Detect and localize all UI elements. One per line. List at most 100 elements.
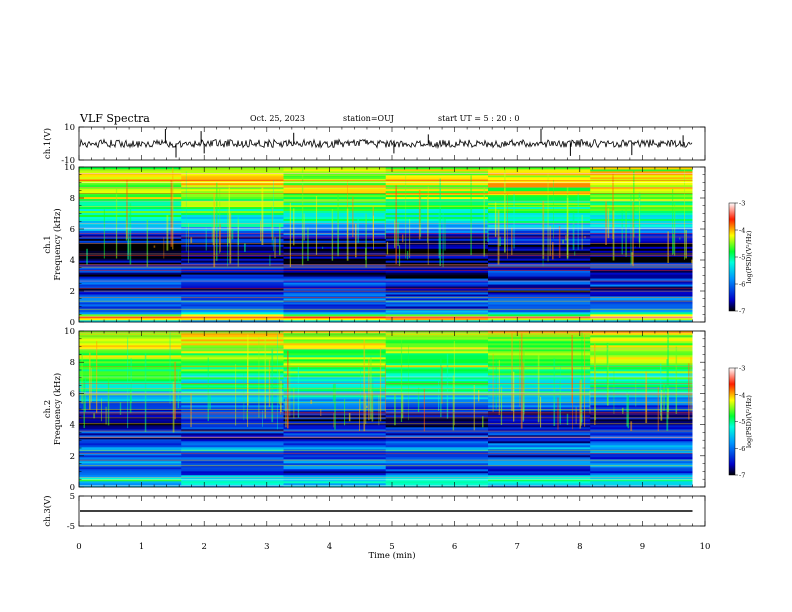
narrowband-line — [79, 180, 693, 181]
spectrogram-cell — [385, 425, 489, 428]
spectrogram-cell — [488, 471, 591, 474]
spectrogram-cell — [385, 320, 489, 323]
spectrogram-cell — [181, 200, 284, 204]
spectrogram-cell — [181, 180, 284, 184]
spectrogram-cell — [590, 292, 693, 295]
narrowband-line — [79, 175, 693, 177]
spectrogram-cell — [488, 210, 591, 214]
narrowband-line — [79, 437, 693, 438]
spectrogram-cell — [283, 248, 387, 251]
narrowband-line — [79, 332, 693, 333]
spectrogram-cell — [590, 351, 693, 354]
emission-streak — [227, 237, 229, 267]
spectrogram-cell — [283, 214, 387, 217]
spectrogram-cell — [590, 188, 693, 192]
spectrogram-cell — [283, 363, 387, 366]
spectrogram-cell — [488, 186, 591, 190]
narrowband-line — [79, 417, 693, 419]
spectrogram-cell — [283, 463, 387, 466]
spectrogram-cell — [79, 343, 182, 346]
emission-streak — [559, 381, 561, 423]
spectrogram-cell — [283, 276, 387, 279]
spectrogram-cell — [488, 230, 591, 233]
spectrogram-cell — [385, 190, 489, 194]
spectrogram-cell — [181, 467, 284, 470]
spectrogram-cell — [283, 192, 387, 196]
spectrogram-cell — [488, 272, 591, 275]
spectrogram-cell — [488, 192, 591, 196]
emission-streak — [229, 213, 232, 264]
emission-streak — [395, 185, 397, 264]
spectrogram-cell — [590, 274, 693, 277]
spectrogram-cell — [385, 397, 489, 400]
emission-streak — [83, 381, 85, 429]
spectrogram-cell — [283, 461, 387, 464]
spectrogram-cell — [79, 282, 182, 285]
spectrogram-cell — [283, 471, 387, 474]
spectrogram-cell — [79, 453, 182, 456]
spectrogram-cell — [590, 365, 693, 368]
spectrogram-cell — [385, 367, 489, 370]
spectrogram-cell — [283, 268, 387, 271]
emission-streak — [244, 243, 246, 252]
spectrogram-cell — [79, 294, 182, 297]
spectrogram-cell — [385, 395, 489, 398]
emission-streak — [93, 413, 95, 419]
emission-streak — [558, 226, 561, 258]
spectrogram-cell — [181, 216, 284, 219]
narrowband-line — [79, 243, 693, 244]
spectrogram-cell — [283, 337, 387, 340]
spectrogram-cell — [590, 250, 693, 253]
spectrogram-cell — [590, 298, 693, 301]
spectrogram-cell — [283, 180, 387, 184]
spectrogram-cell — [488, 202, 591, 206]
emission-streak — [261, 187, 264, 245]
spectrogram-cell — [488, 345, 591, 348]
spectrogram-cell — [385, 284, 489, 287]
emission-streak — [507, 193, 508, 259]
spectrogram-cell — [283, 262, 387, 265]
spectrogram-cell — [79, 485, 182, 488]
spectrogram-cell — [283, 230, 387, 233]
spectrogram-cell — [488, 461, 591, 464]
spectrogram-cell — [79, 363, 182, 366]
spectrogram-cell — [181, 172, 284, 176]
spectrogram-cell — [181, 415, 284, 418]
spectrogram-cell — [79, 353, 182, 356]
spectrogram-cell — [385, 341, 489, 344]
spectrogram-cell — [181, 351, 284, 354]
spectrogram-cell — [385, 485, 489, 488]
spectrogram-cell — [590, 222, 693, 225]
emission-streak — [566, 413, 569, 425]
spectrogram-cell — [385, 461, 489, 464]
spectrogram-cell — [385, 451, 489, 454]
spectrogram-cell — [385, 399, 489, 402]
x-tick-label: 3 — [264, 542, 269, 552]
spectrogram-cell — [283, 345, 387, 348]
spectrogram-cell — [79, 196, 182, 200]
emission-streak — [105, 406, 107, 425]
spectrogram-cell — [79, 461, 182, 464]
spectrogram-cell — [181, 405, 284, 408]
emission-streak — [663, 383, 665, 411]
spectrogram-cell — [181, 286, 284, 289]
spectrogram-cell — [590, 383, 693, 386]
spectrogram-cell — [488, 314, 591, 317]
spectrogram-cell — [488, 302, 591, 305]
emission-streak — [287, 350, 289, 429]
spectrogram-cell — [181, 220, 284, 223]
narrowband-line — [79, 333, 693, 335]
emission-streak — [331, 209, 334, 261]
spectrogram-cell — [385, 481, 489, 484]
spectrogram-cell — [385, 286, 489, 289]
emission-streak — [368, 359, 370, 421]
spectrogram-cell — [79, 377, 182, 380]
spectrogram-cell — [488, 347, 591, 350]
spectrogram-cell — [181, 304, 284, 307]
narrowband-line — [79, 402, 693, 404]
spectrogram-cell — [79, 316, 182, 319]
spectrogram-cell — [590, 399, 693, 402]
spectrogram-cell — [79, 373, 182, 376]
emission-streak — [360, 367, 361, 411]
spectrogram-cell — [385, 208, 489, 212]
